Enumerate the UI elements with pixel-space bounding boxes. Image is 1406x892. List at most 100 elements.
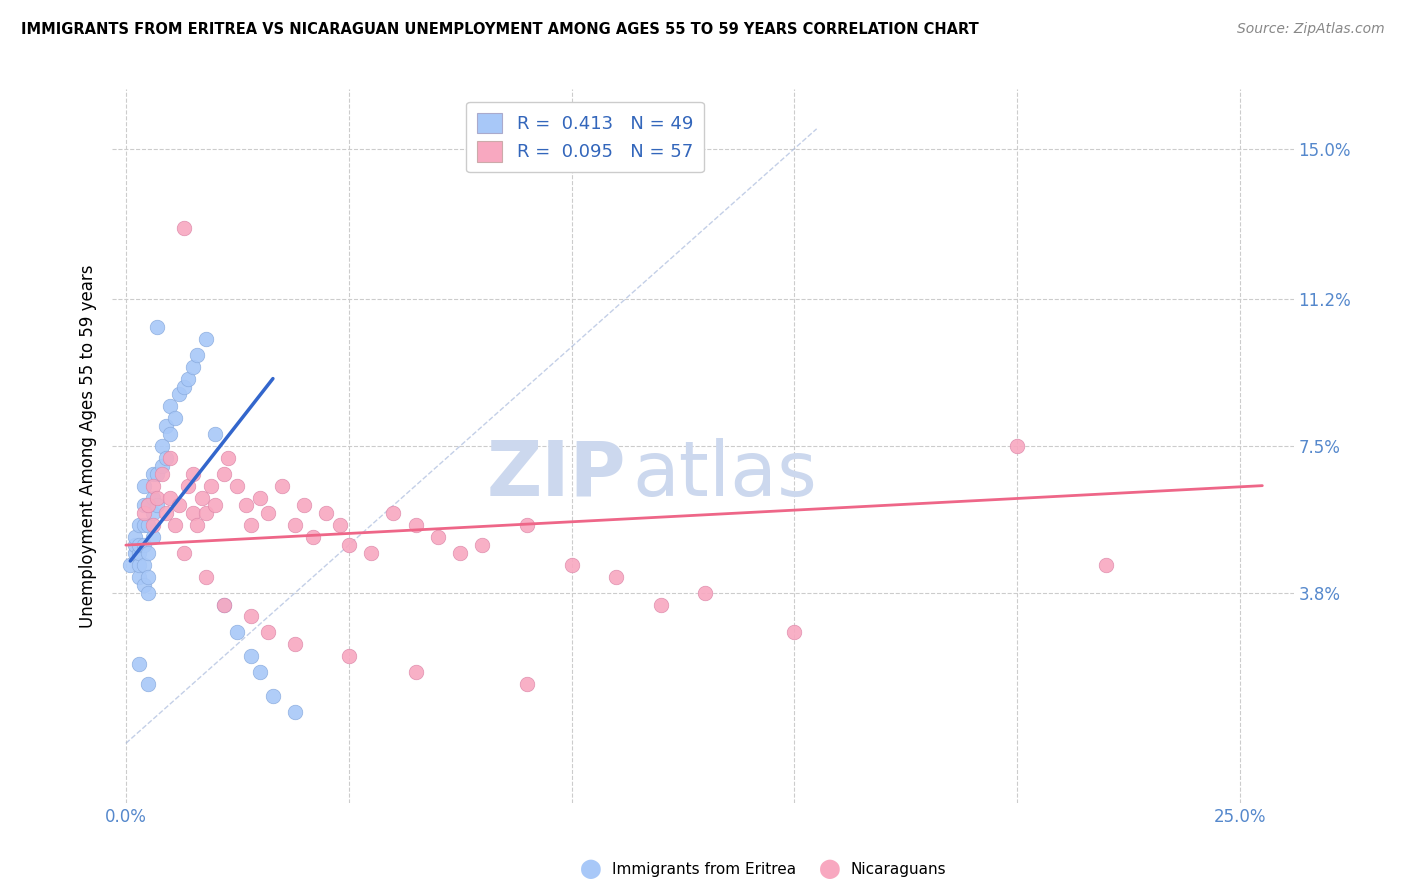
Point: [235, 499, 257, 513]
Point: [155, 419, 177, 434]
Point: [212, 467, 235, 481]
Point: [226, 625, 249, 640]
Text: Immigrants from Eritrea: Immigrants from Eritrea: [612, 863, 796, 877]
Point: [284, 705, 307, 719]
Point: [136, 570, 159, 584]
Point: [382, 507, 405, 521]
Point: [190, 491, 212, 505]
Point: [783, 625, 806, 640]
Point: [181, 467, 204, 481]
Point: [150, 458, 173, 473]
Point: [142, 491, 165, 505]
Point: [128, 538, 150, 552]
Point: [181, 507, 204, 521]
Point: [136, 499, 159, 513]
Point: [136, 518, 159, 533]
Point: [142, 507, 165, 521]
Point: [136, 677, 159, 691]
Point: [270, 478, 292, 492]
Point: [516, 677, 538, 691]
Point: [181, 359, 204, 374]
Point: [257, 625, 280, 640]
Text: Source: ZipAtlas.com: Source: ZipAtlas.com: [1237, 22, 1385, 37]
Point: [1095, 558, 1118, 572]
Point: [695, 585, 717, 599]
Point: [136, 499, 159, 513]
Point: [329, 518, 352, 533]
Legend: R =  0.413   N = 49, R =  0.095   N = 57: R = 0.413 N = 49, R = 0.095 N = 57: [465, 102, 704, 172]
Point: [173, 379, 195, 393]
Point: [132, 478, 155, 492]
Text: ⬤: ⬤: [579, 860, 602, 880]
Point: [195, 332, 218, 346]
Point: [159, 491, 181, 505]
Point: [405, 665, 427, 679]
Point: [150, 439, 173, 453]
Point: [132, 578, 155, 592]
Point: [169, 499, 191, 513]
Point: [212, 598, 235, 612]
Point: [128, 558, 150, 572]
Point: [471, 538, 494, 552]
Point: [132, 558, 155, 572]
Point: [169, 387, 191, 401]
Point: [159, 450, 181, 465]
Point: [173, 546, 195, 560]
Point: [360, 546, 382, 560]
Point: [212, 598, 235, 612]
Point: [257, 507, 280, 521]
Text: IMMIGRANTS FROM ERITREA VS NICARAGUAN UNEMPLOYMENT AMONG AGES 55 TO 59 YEARS COR: IMMIGRANTS FROM ERITREA VS NICARAGUAN UN…: [21, 22, 979, 37]
Y-axis label: Unemployment Among Ages 55 to 59 years: Unemployment Among Ages 55 to 59 years: [79, 264, 97, 628]
Point: [302, 530, 325, 544]
Point: [132, 507, 155, 521]
Point: [200, 478, 222, 492]
Point: [124, 538, 146, 552]
Point: [136, 546, 159, 560]
Point: [516, 518, 538, 533]
Point: [650, 598, 672, 612]
Point: [128, 657, 150, 671]
Point: [120, 558, 142, 572]
Point: [155, 507, 177, 521]
Point: [284, 518, 307, 533]
Point: [186, 348, 208, 362]
Point: [337, 649, 360, 664]
Point: [405, 518, 427, 533]
Point: [226, 478, 249, 492]
Point: [249, 491, 271, 505]
Point: [142, 467, 165, 481]
Point: [560, 558, 582, 572]
Point: [142, 530, 165, 544]
Point: [132, 538, 155, 552]
Point: [217, 450, 239, 465]
Point: [449, 546, 471, 560]
Point: [146, 491, 169, 505]
Point: [337, 538, 360, 552]
Point: [239, 649, 262, 664]
Point: [132, 518, 155, 533]
Point: [315, 507, 337, 521]
Point: [128, 518, 150, 533]
Point: [146, 320, 169, 334]
Point: [136, 585, 159, 599]
Point: [177, 371, 200, 385]
Point: [195, 507, 218, 521]
Point: [1005, 439, 1028, 453]
Point: [155, 450, 177, 465]
Text: ZIP: ZIP: [486, 438, 626, 511]
Point: [163, 411, 186, 425]
Text: atlas: atlas: [633, 438, 817, 511]
Point: [186, 518, 208, 533]
Point: [163, 518, 186, 533]
Point: [204, 427, 226, 442]
Point: [177, 478, 200, 492]
Point: [128, 546, 150, 560]
Point: [142, 518, 165, 533]
Point: [426, 530, 449, 544]
Point: [249, 665, 271, 679]
Point: [605, 570, 627, 584]
Point: [284, 637, 307, 651]
Point: [204, 499, 226, 513]
Point: [132, 499, 155, 513]
Point: [146, 499, 169, 513]
